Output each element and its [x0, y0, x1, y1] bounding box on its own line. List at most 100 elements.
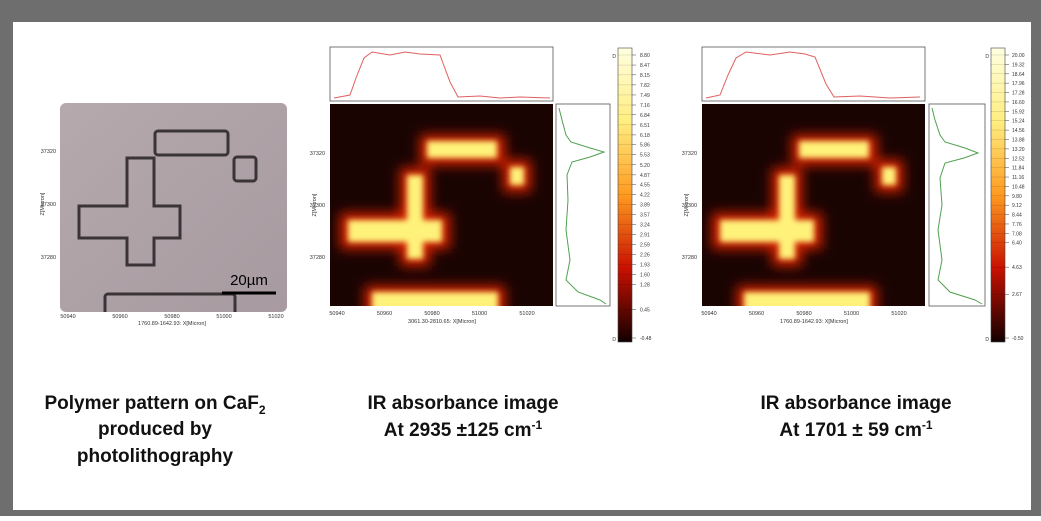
colorbar-label: 1.60 [640, 273, 650, 279]
colorbar-label: 13.88 [1012, 137, 1025, 143]
x-tick-label: 50960 [112, 314, 127, 320]
colorbar-label: 4.22 [640, 193, 650, 199]
colorbar-label: 5.53 [640, 153, 650, 159]
colorbar-marker: D [985, 54, 989, 60]
x-tick-label: 51000 [844, 311, 859, 317]
colorbar-marker: D [612, 54, 616, 60]
colorbar-label: 7.16 [640, 103, 650, 109]
colorbar-label: 8.80 [640, 53, 650, 59]
colorbar-label: 16.60 [1012, 100, 1025, 106]
colorbar [991, 48, 1005, 342]
colorbar-label: 11.16 [1012, 175, 1024, 181]
x-tick-label: 50940 [329, 311, 344, 317]
profile-box [929, 104, 985, 306]
x-tick-label: 51000 [472, 311, 487, 317]
colorbar-label: 7.82 [640, 83, 650, 89]
x-tick-label: 51020 [519, 311, 534, 317]
colorbar-label: 6.51 [640, 123, 650, 129]
x-tick-label: 50940 [701, 311, 716, 317]
colorbar-label: 1.28 [640, 282, 650, 288]
heatmap [702, 104, 925, 316]
x-tick-label: 50960 [749, 311, 764, 317]
colorbar-label: 2.59 [640, 242, 650, 248]
colorbar-label: 3.24 [640, 223, 650, 229]
caption-line: At 1701 ± 59 cm-1 [779, 418, 932, 441]
y-axis-label: Z[Micron] [684, 193, 690, 216]
text-span: At 2935 ±125 cm [384, 420, 532, 441]
caption-line: IR absorbance image [367, 393, 558, 414]
y-tick-label: 37280 [682, 255, 697, 261]
colorbar-label: 8.15 [640, 73, 650, 79]
colorbar-label: -0.48 [640, 336, 652, 342]
colorbar-label: 15.24 [1012, 119, 1025, 125]
colorbar-label: 18.64 [1012, 72, 1025, 78]
x-tick-label: 51020 [268, 314, 283, 320]
page: 20µm 50940 50960 50980 51000 51020 1760.89-164… [0, 0, 1041, 521]
colorbar-label: -0.50 [1012, 336, 1024, 342]
y-axis-label: Z[Micron] [312, 193, 318, 216]
colorbar-label: 8.47 [640, 63, 650, 69]
heatmap [330, 104, 553, 316]
colorbar-label: 20.00 [1012, 53, 1025, 59]
colorbar-marker: D [985, 337, 989, 343]
profile-box [702, 47, 925, 101]
text-span: Polymer pattern on CaF [44, 393, 258, 414]
colorbar-label: 13.20 [1012, 147, 1025, 153]
caption-line: IR absorbance image [760, 393, 951, 414]
text-span: 2 [259, 403, 266, 417]
x-axis-label: 1760.89-1642.93: X[Micron] [780, 319, 848, 325]
text-span: -1 [532, 418, 543, 432]
caption-line: photolithography [77, 446, 234, 467]
scale-bar-label: 20µm [230, 272, 268, 289]
y-tick-label: 37280 [41, 255, 56, 261]
x-tick-label: 50980 [796, 311, 811, 317]
colorbar-label: 11.84 [1012, 166, 1024, 172]
colorbar-label: 14.56 [1012, 128, 1025, 134]
colorbar-label: 2.67 [1012, 292, 1022, 298]
x-axis-label: 1760.89-1642.93: X[Micron] [138, 321, 206, 327]
x-axis-label: 3061.30-2810.65: X[Micron] [408, 319, 476, 325]
colorbar-label: 12.52 [1012, 156, 1025, 162]
colorbar-label: 2.91 [640, 233, 650, 239]
x-tick-label: 50960 [377, 311, 392, 317]
colorbar-label: 5.20 [640, 163, 650, 169]
x-tick-label: 50980 [164, 314, 179, 320]
y-tick-label: 37320 [682, 151, 697, 157]
micrograph [60, 103, 287, 324]
colorbar-label: 8.44 [1012, 213, 1022, 219]
colorbar-label: 9.12 [1012, 203, 1022, 209]
colorbar-label: 2.26 [640, 252, 650, 258]
caption-line: Polymer pattern on CaF2 [44, 393, 265, 417]
colorbar-label: 17.28 [1012, 91, 1025, 97]
x-tick-label: 51020 [891, 311, 906, 317]
y-axis-label: Z[Micron] [40, 192, 46, 215]
colorbar-label: 17.96 [1012, 81, 1025, 87]
colorbar-label: 19.32 [1012, 62, 1025, 68]
colorbar-label: 1.93 [640, 263, 650, 269]
colorbar-label: 4.55 [640, 183, 650, 189]
colorbar-label: 4.63 [1012, 265, 1022, 271]
colorbar-label: 15.92 [1012, 109, 1025, 115]
y-tick-label: 37320 [310, 151, 325, 157]
colorbar-label: 7.49 [640, 93, 650, 99]
colorbar-label: 9.80 [1012, 194, 1022, 200]
colorbar-label: 4.87 [640, 173, 650, 179]
x-tick-label: 51000 [216, 314, 231, 320]
colorbar-label: 6.84 [640, 113, 650, 119]
colorbar-label: 7.08 [1012, 231, 1022, 237]
text-span: -1 [922, 418, 933, 432]
colorbar-label: 10.48 [1012, 184, 1025, 190]
caption-line: At 2935 ±125 cm-1 [384, 418, 543, 441]
colorbar-label: 3.57 [640, 212, 650, 218]
y-tick-label: 37280 [310, 255, 325, 261]
colorbar [618, 48, 632, 342]
y-tick-label: 37320 [41, 149, 56, 155]
colorbar-label: 3.89 [640, 203, 650, 209]
x-tick-label: 50980 [424, 311, 439, 317]
profile-box [330, 47, 553, 101]
colorbar-marker: D [612, 337, 616, 343]
profile-box [556, 104, 610, 306]
caption-line: produced by [98, 419, 212, 440]
x-tick-label: 50940 [60, 314, 75, 320]
colorbar-label: 6.18 [640, 133, 650, 139]
